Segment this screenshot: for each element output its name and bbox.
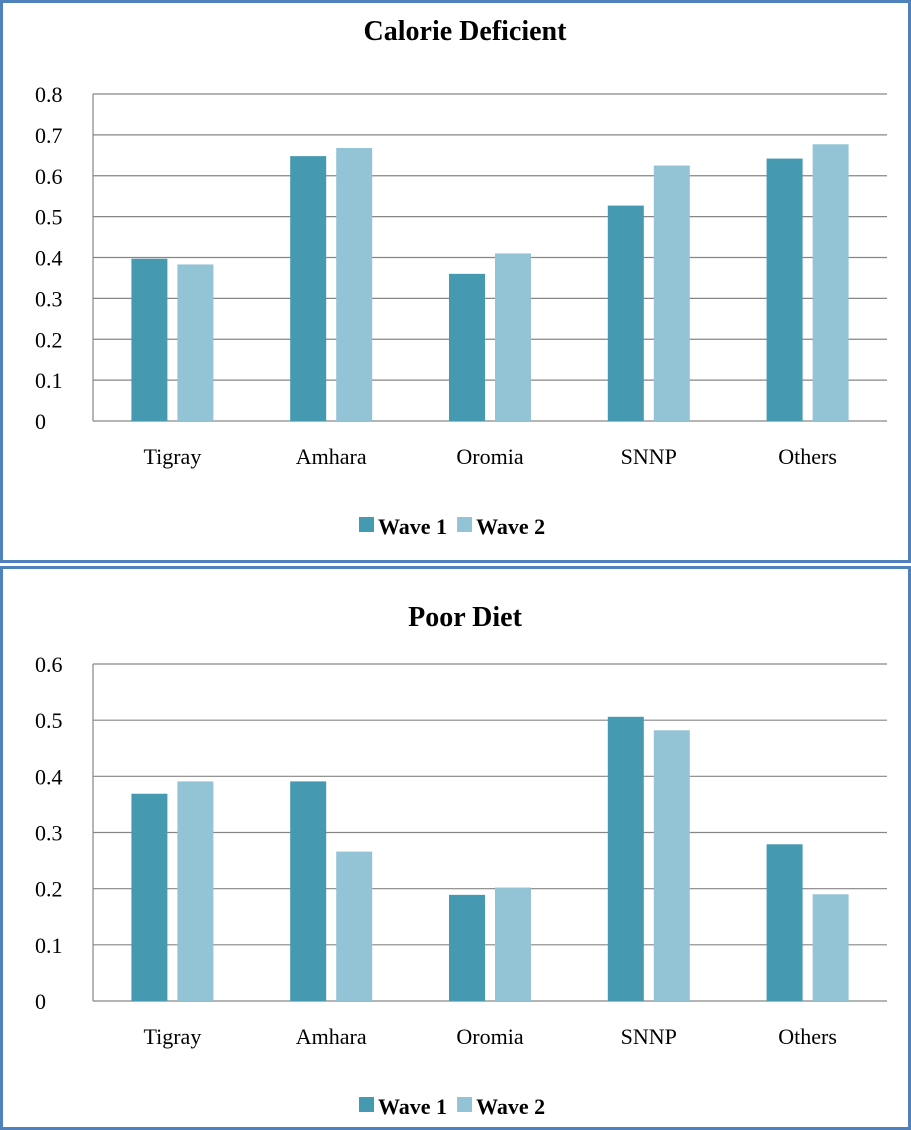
x-tick-label: SNNP [621,1024,677,1049]
legend-label: Wave 1 [378,1094,447,1119]
bar-wave1-tigray [131,793,168,1001]
x-tick-label: Oromia [456,444,523,469]
bar-wave2-amhara [336,147,373,421]
y-tick-label: 0.4 [35,764,63,789]
bar-wave2-others [812,144,849,421]
y-tick-label: 0.5 [35,205,63,230]
y-tick-label: 0.3 [35,286,63,311]
legend-label: Wave 2 [476,514,545,539]
y-tick-label: 0.8 [35,82,63,107]
legend-label: Wave 1 [378,514,447,539]
bar-wave2-snnp [653,165,690,421]
bar-wave1-oromia [449,894,485,1001]
bar-wave1-amhara [290,781,327,1001]
y-tick-label: 0.6 [35,652,63,677]
bar-wave2-others [812,894,849,1001]
bar-wave2-tigray [177,781,214,1001]
legend-swatch [457,517,473,532]
bar-wave1-others [766,158,803,421]
bar-wave1-snnp [607,205,644,421]
legend-swatch [359,1097,374,1112]
bar-wave1-others [766,844,803,1001]
y-tick-label: 0 [35,989,46,1014]
bar-wave1-oromia [449,273,485,421]
legend-label: Wave 2 [476,1094,545,1119]
bar-wave2-oromia [495,887,531,1001]
y-tick-label: 0.1 [35,933,63,958]
y-tick-label: 0.5 [35,708,63,733]
calorie-deficient-chart-panel: Calorie Deficient 0 0.1 0.2 0.3 0.4 0.5 0.6 0.7… [0,0,911,563]
y-tick-label: 0.4 [35,246,63,271]
x-tick-label: SNNP [621,444,677,469]
y-tick-label: 0.3 [35,821,63,846]
x-tick-label: Others [778,1024,837,1049]
poor-diet-chart-panel: Poor Diet 0 0.1 0.2 0.3 0.4 0.5 0.6 Tigray Amhar… [0,566,911,1130]
x-tick-label: Amhara [296,1024,367,1049]
bar-wave1-amhara [290,156,327,421]
x-tick-label: Oromia [456,1024,523,1049]
y-tick-label: 0.2 [35,327,63,352]
bar-wave2-oromia [495,253,531,421]
y-tick-label: 0.7 [35,123,63,148]
y-tick-label: 0.2 [35,877,63,902]
poor-diet-chart: Poor Diet 0 0.1 0.2 0.3 0.4 0.5 0.6 Tigray Amhar… [35,602,887,1119]
bar-wave2-amhara [336,851,373,1001]
chart-title: Poor Diet [408,602,522,633]
y-tick-label: 0.6 [35,164,63,189]
bar-wave2-snnp [653,730,690,1001]
bar-wave1-snnp [607,716,644,1001]
legend-swatch [457,1097,473,1112]
x-tick-label: Amhara [296,444,367,469]
y-tick-label: 0.1 [35,368,63,393]
bar-wave2-tigray [177,264,214,421]
bar-wave1-tigray [131,258,168,421]
x-tick-label: Tigray [143,444,201,469]
x-tick-label: Others [778,444,837,469]
chart-title: Calorie Deficient [364,16,568,47]
legend-swatch [359,517,374,532]
calorie-deficient-chart: Calorie Deficient 0 0.1 0.2 0.3 0.4 0.5 0.6 0.7… [35,16,887,539]
x-tick-label: Tigray [143,1024,201,1049]
y-tick-label: 0 [35,409,46,434]
